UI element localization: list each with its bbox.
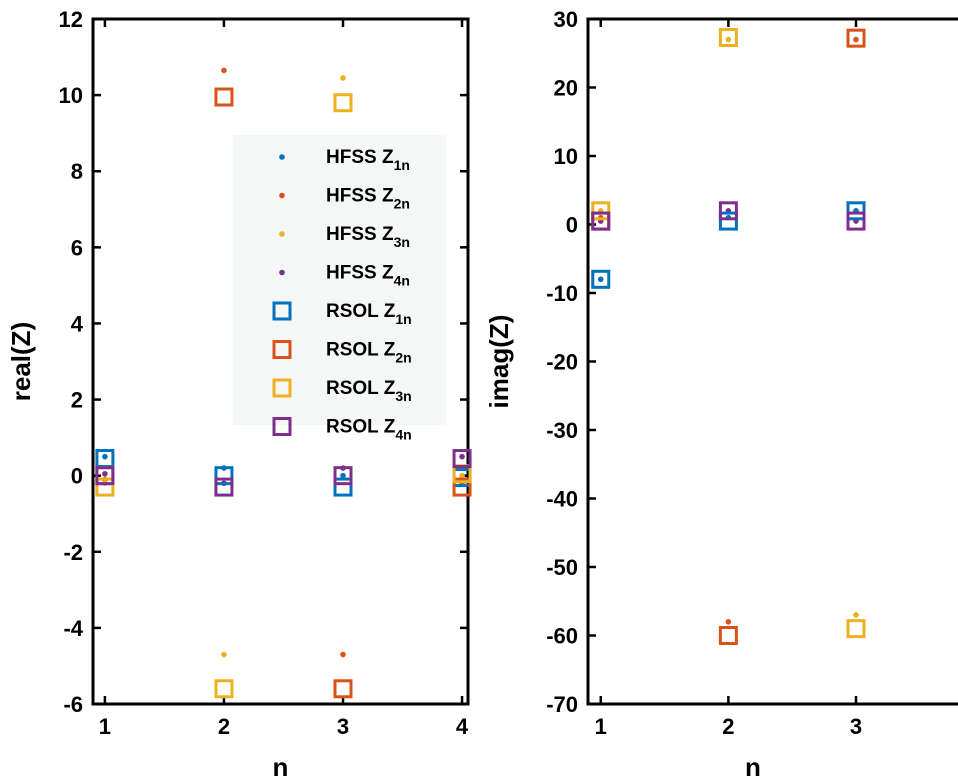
hfss-dot-point — [340, 472, 346, 479]
rsol-square-point — [718, 626, 738, 645]
rsol-square-point — [333, 93, 353, 113]
y-tick-label: 2 — [71, 388, 83, 413]
rsol-square-point — [333, 466, 353, 486]
legend-entry-subscript: 4n — [394, 273, 410, 289]
rsol-square-point — [95, 466, 115, 486]
y-axis-title: real(Z) — [6, 322, 36, 401]
rsol-square-point — [214, 477, 234, 497]
hfss-dot-point — [221, 67, 227, 74]
x-tick-label: 1 — [595, 714, 607, 739]
hfss-dot-point — [340, 651, 346, 658]
y-tick-label: 10 — [554, 144, 578, 169]
y-tick-label: 0 — [71, 464, 83, 489]
rsol-square-point — [846, 201, 866, 221]
rsol-square-point — [718, 201, 738, 221]
rsol-square-point — [591, 211, 611, 231]
y-tick-label: 4 — [71, 311, 84, 336]
rsol-square-point — [452, 477, 472, 497]
legend-dot-marker — [279, 154, 285, 160]
legend-square-marker — [272, 378, 292, 398]
chart-2: -70-60-50-40-30-20-1001020301234nimag(Z) — [484, 7, 958, 780]
rsol-square-point — [846, 28, 866, 48]
y-tick-label: -6 — [63, 692, 83, 717]
rsol-square-point — [95, 477, 115, 497]
y-tick-label: -70 — [546, 692, 578, 717]
rsol-square-point — [333, 477, 353, 497]
hfss-dot-point — [597, 276, 604, 283]
y-tick-label: 6 — [71, 235, 83, 260]
legend-entry-subscript: 3n — [395, 388, 411, 404]
x-tick-label: 2 — [218, 714, 230, 739]
rsol-square-point — [214, 466, 234, 486]
rsol-square-point — [452, 449, 472, 469]
y-tick-label: 30 — [554, 7, 578, 32]
y-tick-label: 8 — [71, 159, 83, 184]
hfss-dot-point — [340, 75, 346, 81]
y-tick-label: -20 — [546, 350, 578, 375]
hfss-dot-point — [725, 36, 732, 43]
rsol-square-point — [214, 87, 234, 107]
rsol-square-point — [718, 27, 738, 47]
legend-dot-marker — [279, 192, 285, 199]
rsol-square-point — [846, 211, 866, 231]
plot-frame — [91, 17, 470, 706]
hfss-dot-point — [459, 472, 465, 479]
legend-entry-subscript: 4n — [395, 427, 411, 443]
y-tick-label: 10 — [59, 83, 83, 108]
y-tick-label: -40 — [546, 487, 578, 512]
y-tick-label: -50 — [546, 555, 578, 580]
legend-dot-marker — [279, 231, 285, 237]
hfss-dot-point — [102, 470, 108, 477]
x-tick-label: 4 — [456, 714, 469, 739]
y-tick-label: 0 — [566, 213, 578, 238]
x-axis-title: n — [745, 752, 761, 780]
x-tick-label: 2 — [722, 714, 734, 739]
hfss-dot-point — [853, 36, 859, 43]
legend-box — [233, 135, 446, 425]
hfss-dot-point — [221, 651, 227, 658]
y-tick-label: -2 — [63, 540, 83, 565]
legend-entry-subscript: 2n — [394, 196, 410, 212]
hfss-dot-point — [725, 619, 732, 625]
y-tick-label: -4 — [63, 616, 83, 641]
rsol-square-point — [591, 269, 611, 289]
x-tick-label: 3 — [337, 714, 349, 739]
y-tick-label: 20 — [554, 76, 578, 101]
y-tick-label: -10 — [546, 281, 578, 306]
legend-entry-subscript: 1n — [395, 311, 411, 327]
legend-square-marker — [272, 301, 292, 321]
y-tick-label: -30 — [546, 418, 578, 443]
legend-square-marker — [272, 417, 292, 436]
y-axis-title: imag(Z) — [484, 315, 514, 409]
rsol-square-point — [591, 201, 611, 221]
legend-dot-marker — [279, 269, 285, 276]
legend-square-marker — [272, 340, 292, 359]
legend-entry-subscript: 2n — [395, 350, 411, 366]
legend-entry-subscript: 1n — [394, 157, 410, 173]
x-tick-label: 3 — [850, 714, 862, 739]
hfss-dot-point — [459, 453, 465, 460]
rsol-square-point — [718, 211, 738, 231]
rsol-square-point — [214, 679, 234, 699]
y-tick-label: 12 — [59, 7, 83, 32]
hfss-dot-point — [853, 612, 859, 618]
legend-entry-subscript: 3n — [394, 234, 410, 250]
rsol-square-point — [846, 619, 866, 639]
x-tick-label: 1 — [99, 714, 111, 739]
x-axis-title: n — [273, 752, 289, 780]
y-tick-label: -60 — [546, 624, 578, 649]
rsol-square-point — [333, 679, 353, 699]
hfss-dot-point — [102, 453, 108, 460]
plot-frame — [586, 17, 958, 706]
